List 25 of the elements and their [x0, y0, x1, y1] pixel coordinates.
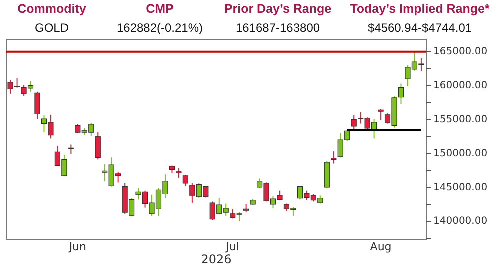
candlestick — [378, 109, 384, 121]
candlestick — [176, 168, 182, 178]
y-tick-label: 155000.00 — [434, 114, 488, 126]
y-tick-label: 165000.00 — [434, 46, 488, 58]
text: CMP — [145, 1, 175, 18]
text: GOLD — [34, 20, 70, 37]
x-tick-label: Jun — [68, 240, 87, 254]
candlestick — [331, 151, 337, 164]
x-axis-title: 2026 — [201, 252, 232, 266]
candlestick — [34, 91, 40, 120]
text: Prior Day’s Range — [223, 1, 333, 18]
candlestick — [95, 132, 101, 160]
text: Commodity — [16, 1, 88, 18]
y-tick-label: 145000.00 — [434, 182, 488, 194]
text: 162882(-0.21%) — [116, 20, 204, 37]
x-tick-label: Jul — [225, 240, 240, 254]
x-tick-label: Aug — [370, 240, 392, 254]
text: $4560.94-$4744.01 — [366, 20, 474, 37]
candlestick — [398, 83, 404, 105]
y-tick-label: 140000.00 — [434, 216, 488, 228]
y-tick-label: 160000.00 — [434, 80, 488, 92]
candlestick — [351, 114, 357, 132]
text: Today’s Implied Range* — [349, 1, 491, 18]
y-tick-label: 150000.00 — [434, 148, 488, 160]
text: 161687-163800 — [234, 20, 322, 37]
